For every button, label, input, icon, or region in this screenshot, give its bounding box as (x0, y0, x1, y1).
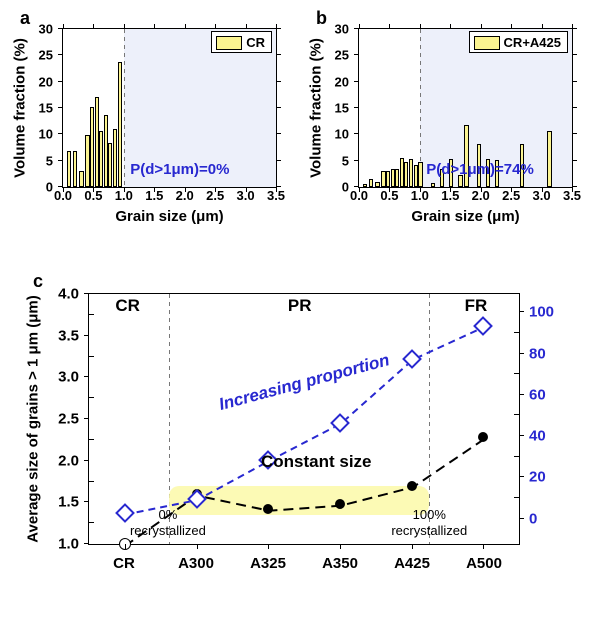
ytick-right: 40 (529, 428, 546, 445)
series-blue-line (125, 327, 485, 515)
xtick: 0.5 (84, 188, 102, 203)
panel-label: c (33, 271, 43, 292)
xtick: 3.0 (533, 188, 551, 203)
ytick: 30 (335, 22, 349, 37)
xtick: 0.5 (380, 188, 398, 203)
xtick: 3.5 (267, 188, 285, 203)
xtick: 2.5 (206, 188, 224, 203)
ytick: 25 (39, 48, 53, 63)
ytick: 15 (335, 101, 349, 116)
recryst-label: recrystallized (130, 523, 206, 538)
legend-swatch (474, 36, 500, 50)
ytick-right: 100 (529, 304, 554, 321)
black-marker (335, 499, 345, 509)
panel-c-svg (89, 294, 521, 546)
ytick: 30 (39, 22, 53, 37)
panel_a-plot: 0.00.51.01.52.02.53.03.5051015202530CRP(… (62, 28, 277, 188)
xtick: 1.0 (115, 188, 133, 203)
ytick: 5 (342, 153, 349, 168)
hist-bar (386, 171, 390, 187)
panel-label: a (20, 8, 30, 29)
xtick: 1.5 (145, 188, 163, 203)
ytick-left: 3.0 (58, 369, 79, 386)
ytick-left: 2.5 (58, 411, 79, 428)
hist-bar (464, 125, 468, 187)
category-tick: A350 (322, 555, 358, 572)
hist-bar (418, 162, 422, 187)
ytick: 10 (335, 127, 349, 142)
hist-bar (108, 143, 112, 187)
legend-label: CR (246, 35, 265, 50)
threshold-annotation: P(d>1μm)=0% (130, 161, 229, 178)
xtick: 3.5 (563, 188, 581, 203)
ytick-left: 1.0 (58, 536, 79, 553)
ytick-right: 20 (529, 469, 546, 486)
ytick: 10 (39, 127, 53, 142)
ytick: 0 (46, 180, 53, 195)
black-marker (263, 504, 273, 514)
xtick: 0.0 (54, 188, 72, 203)
category-tick: A500 (466, 555, 502, 572)
hist-bar (99, 131, 103, 187)
category-tick: CR (113, 555, 135, 572)
xtick: 3.0 (237, 188, 255, 203)
ytick: 5 (46, 153, 53, 168)
hist-bar (67, 151, 71, 187)
hist-bar (409, 159, 413, 187)
hist-bar (395, 169, 399, 187)
recryst-pct: 0% (159, 507, 178, 522)
panel-label: b (316, 8, 327, 29)
category-tick: A325 (250, 555, 286, 572)
ytick-right: 0 (529, 510, 537, 527)
ytick-right: 60 (529, 386, 546, 403)
black-marker (407, 481, 417, 491)
ytick-left: 4.0 (58, 286, 79, 303)
threshold-annotation: P(d>1μm)=74% (426, 161, 534, 178)
xtick: 2.0 (176, 188, 194, 203)
legend: CR (211, 31, 272, 53)
ytick-left: 2.0 (58, 452, 79, 469)
ytick-right: 80 (529, 345, 546, 362)
y-axis-title: Volume fraction (%) (12, 38, 29, 178)
y-axis-title: Volume fraction (%) (308, 38, 325, 178)
category-tick: A300 (178, 555, 214, 572)
chart-annotation: Constant size (261, 452, 372, 472)
legend-label: CR+A425 (504, 35, 561, 50)
legend: CR+A425 (469, 31, 568, 53)
x-axis-title: Grain size (μm) (115, 208, 223, 225)
hist-bar (73, 151, 77, 187)
black-marker (478, 432, 488, 442)
hist-bar (431, 183, 435, 187)
ytick: 20 (39, 74, 53, 89)
recryst-pct: 100% (413, 507, 446, 522)
hist-bar (90, 107, 94, 187)
xtick: 1.5 (441, 188, 459, 203)
panel-c-plot: CRPRFRConstant sizeIncreasing proportion… (88, 293, 520, 545)
ytick: 25 (335, 48, 349, 63)
hist-bar (404, 162, 408, 187)
ytick-left: 3.5 (58, 327, 79, 344)
xtick: 0.0 (350, 188, 368, 203)
xtick: 2.0 (472, 188, 490, 203)
x-axis-title: Grain size (μm) (411, 208, 519, 225)
recryst-label: recrystallized (391, 523, 467, 538)
hist-bar (375, 182, 379, 187)
hist-bar (79, 171, 83, 187)
ytick: 15 (39, 101, 53, 116)
legend-swatch (216, 36, 242, 50)
xtick: 1.0 (411, 188, 429, 203)
hist-bar (369, 179, 373, 187)
category-tick: A425 (394, 555, 430, 572)
hist-bar (547, 131, 551, 187)
ytick: 0 (342, 180, 349, 195)
threshold-line (124, 29, 125, 187)
xtick: 2.5 (502, 188, 520, 203)
ytick: 20 (335, 74, 349, 89)
hist-bar (363, 184, 367, 187)
hist-bar (118, 62, 122, 187)
ytick-left: 1.5 (58, 494, 79, 511)
hist-bar (113, 129, 117, 187)
panel_b-plot: 0.00.51.01.52.02.53.03.5051015202530CR+A… (358, 28, 573, 188)
y-left-title: Average size of grains > 1 μm (μm) (25, 295, 42, 542)
